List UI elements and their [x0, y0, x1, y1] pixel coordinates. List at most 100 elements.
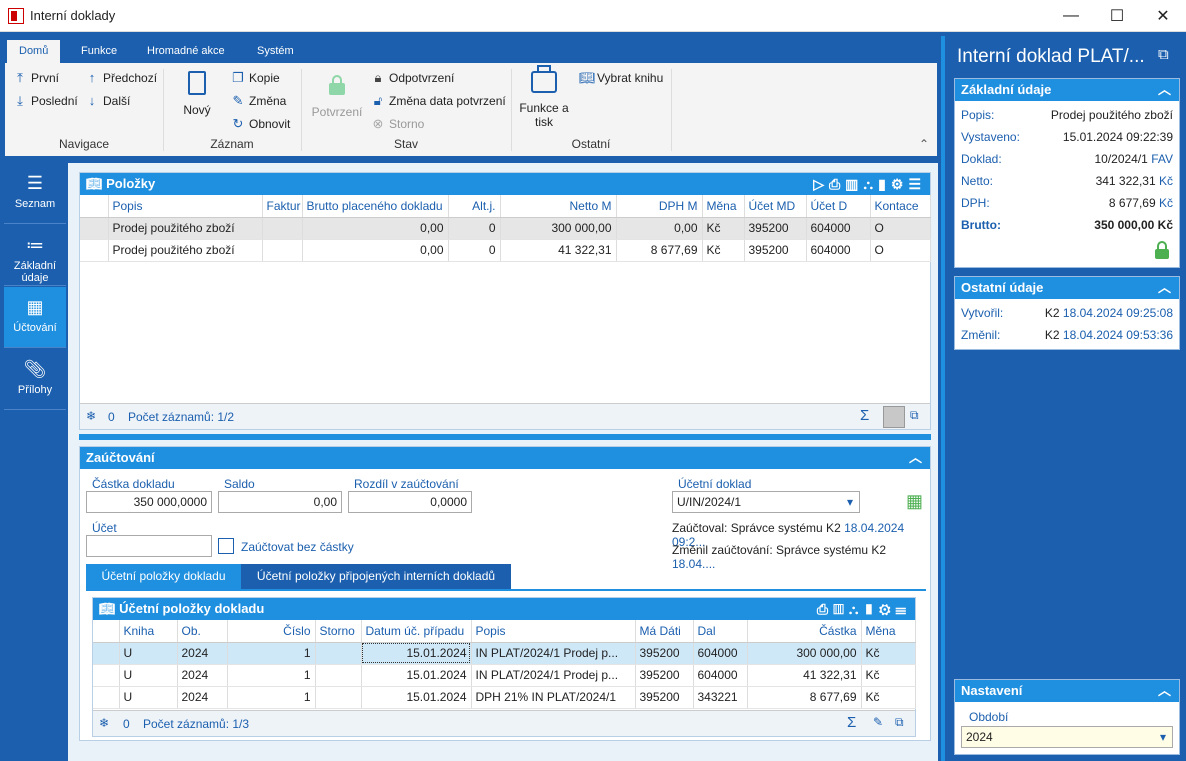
table-cell[interactable]: Kč	[702, 217, 745, 240]
table-cell[interactable]: 15.01.2024	[361, 686, 472, 709]
table-cell[interactable]: Kč	[702, 239, 745, 262]
table-cell[interactable]: 395200	[744, 239, 807, 262]
table-cell[interactable]: Prodej použitého zboží	[108, 217, 263, 240]
chevron-up-icon[interactable]: ︿	[908, 450, 922, 465]
sum-icon[interactable]: Σ	[860, 407, 870, 424]
table-cell[interactable]: 0,00	[302, 239, 449, 262]
table-cell[interactable]: 0	[448, 239, 501, 262]
nav-uctovani[interactable]: ▦ Účtování	[4, 287, 66, 348]
table-cell[interactable]: 0	[448, 217, 501, 240]
column-header[interactable]: Dal	[693, 620, 748, 643]
post-without-amount-checkbox[interactable]	[218, 538, 234, 554]
column-header[interactable]: Účet MD	[744, 195, 807, 218]
period-select[interactable]: 2024 ▾	[961, 726, 1173, 748]
row-selector[interactable]	[80, 217, 109, 240]
table-cell[interactable]	[262, 217, 303, 240]
last-button[interactable]: ⤓ Poslední	[13, 93, 78, 109]
table-cell[interactable]: 1	[227, 642, 316, 665]
row-selector[interactable]	[93, 642, 120, 665]
table-cell[interactable]: Kč	[861, 664, 916, 687]
table-row[interactable]: U 2024 1 15.01.2024 DPH 21% IN PLAT/2024…	[93, 686, 916, 709]
table-cell[interactable]: U	[119, 642, 178, 665]
table-cell[interactable]: 0,00	[616, 217, 703, 240]
snowflake-icon[interactable]: ❄	[99, 716, 110, 730]
account-field[interactable]	[86, 535, 212, 557]
table-cell[interactable]: 604000	[693, 664, 748, 687]
table-cell[interactable]: 15.01.2024	[361, 664, 472, 687]
table-cell[interactable]: 8 677,69	[616, 239, 703, 262]
table-settings-icon[interactable]: ⧉	[895, 715, 904, 729]
table-cell[interactable]: 395200	[635, 642, 694, 665]
table-cell[interactable]: 395200	[744, 217, 807, 240]
sum-icon[interactable]: Σ	[847, 714, 857, 731]
table-cell[interactable]: 395200	[635, 686, 694, 709]
table-cell[interactable]: DPH 21% IN PLAT/2024/1	[471, 686, 636, 709]
filter-toggle-icon[interactable]	[883, 406, 905, 428]
panel-toolbar-icons[interactable]: ▷⎙▥⛬▮⚙☰	[813, 176, 926, 192]
nav-prilohy[interactable]: 📎︎ Přílohy	[4, 349, 66, 410]
column-header[interactable]: Účet D	[806, 195, 871, 218]
table-cell[interactable]	[262, 239, 303, 262]
panel-toolbar-icons[interactable]: ⎙▥⛬▮⚙☰	[816, 601, 911, 617]
tab-document-entries[interactable]: Účetní položky dokladu	[86, 564, 241, 589]
storno-button[interactable]: ⊗ Storno	[371, 116, 425, 132]
nav-seznam[interactable]: ☰ Seznam	[4, 163, 66, 224]
column-header[interactable]: Má Dáti	[635, 620, 694, 643]
chevron-up-icon[interactable]: ︿	[1157, 683, 1171, 698]
column-header[interactable]: Měna	[861, 620, 916, 643]
table-cell[interactable]: O	[870, 239, 931, 262]
table-cell[interactable]: 2024	[177, 686, 228, 709]
change-confirm-date-button[interactable]: 🔓︎ Změna data potvrzení	[371, 93, 506, 109]
table-row[interactable]: Prodej použitého zboží 0,00 0 41 322,31 …	[80, 239, 931, 262]
table-cell[interactable]: 41 322,31	[500, 239, 617, 262]
tab-domu[interactable]: Domů	[7, 40, 61, 63]
confirm-button[interactable]: Potvrzení	[307, 75, 367, 119]
tab-hromadne-akce[interactable]: Hromadné akce	[147, 45, 225, 57]
saldo-field[interactable]: 0,00	[218, 491, 342, 513]
column-header[interactable]: Kontace	[870, 195, 931, 218]
column-header[interactable]: Částka	[747, 620, 862, 643]
new-button[interactable]: Nový	[177, 71, 217, 117]
snowflake-icon[interactable]: ❄	[86, 409, 97, 423]
table-cell[interactable]: 343221	[693, 686, 748, 709]
table-cell[interactable]: 300 000,00	[747, 642, 862, 665]
table-cell[interactable]: 8 677,69	[747, 686, 862, 709]
table-cell[interactable]: U	[119, 664, 178, 687]
copy-button[interactable]: ❐ Kopie	[231, 70, 280, 86]
next-button[interactable]: ↓ Další	[85, 93, 131, 108]
dropdown-icon[interactable]: ▾	[1159, 730, 1166, 744]
row-selector[interactable]	[93, 686, 120, 709]
row-selector[interactable]	[80, 239, 109, 262]
table-settings-icon[interactable]: ⧉	[910, 408, 919, 422]
chevron-up-icon[interactable]: ︿	[1157, 280, 1171, 295]
column-header-selector[interactable]	[93, 620, 120, 643]
table-cell[interactable]: 2024	[177, 664, 228, 687]
table-cell[interactable]	[315, 686, 362, 709]
accounting-document-field[interactable]: U/IN/2024/1 ▾	[672, 491, 860, 513]
column-header[interactable]: Popis	[471, 620, 636, 643]
column-header[interactable]: Ob.	[177, 620, 228, 643]
nav-zakladni-udaje[interactable]: ≔ Základní údaje	[4, 225, 66, 286]
refresh-button[interactable]: ↻ Obnovit	[231, 116, 291, 132]
first-button[interactable]: ⤒ První	[13, 70, 59, 86]
table-cell[interactable]: Prodej použitého zboží	[108, 239, 263, 262]
table-row[interactable]: Prodej použitého zboží 0,00 0 300 000,00…	[80, 217, 931, 240]
collapse-ribbon-icon[interactable]: ⌃	[919, 137, 930, 151]
table-cell[interactable]: 604000	[806, 217, 871, 240]
tab-linked-document-entries[interactable]: Účetní položky připojených interních dok…	[241, 564, 511, 589]
table-cell[interactable]: 604000	[693, 642, 748, 665]
table-cell[interactable]: U	[119, 686, 178, 709]
table-cell[interactable]: 1	[227, 664, 316, 687]
table-cell[interactable]: 15.01.2024	[361, 642, 472, 665]
column-header[interactable]: Měna	[702, 195, 745, 218]
tab-funkce[interactable]: Funkce	[81, 45, 118, 57]
table-cell[interactable]: 2024	[177, 642, 228, 665]
row-selector[interactable]	[93, 664, 120, 687]
table-cell[interactable]: 300 000,00	[500, 217, 617, 240]
column-header[interactable]: Číslo	[227, 620, 316, 643]
table-row[interactable]: U 2024 1 15.01.2024 IN PLAT/2024/1 Prode…	[93, 664, 916, 687]
table-cell[interactable]	[315, 642, 362, 665]
close-button[interactable]: ✕	[1156, 8, 1170, 25]
table-cell[interactable]: 604000	[806, 239, 871, 262]
difference-field[interactable]: 0,0000	[348, 491, 472, 513]
